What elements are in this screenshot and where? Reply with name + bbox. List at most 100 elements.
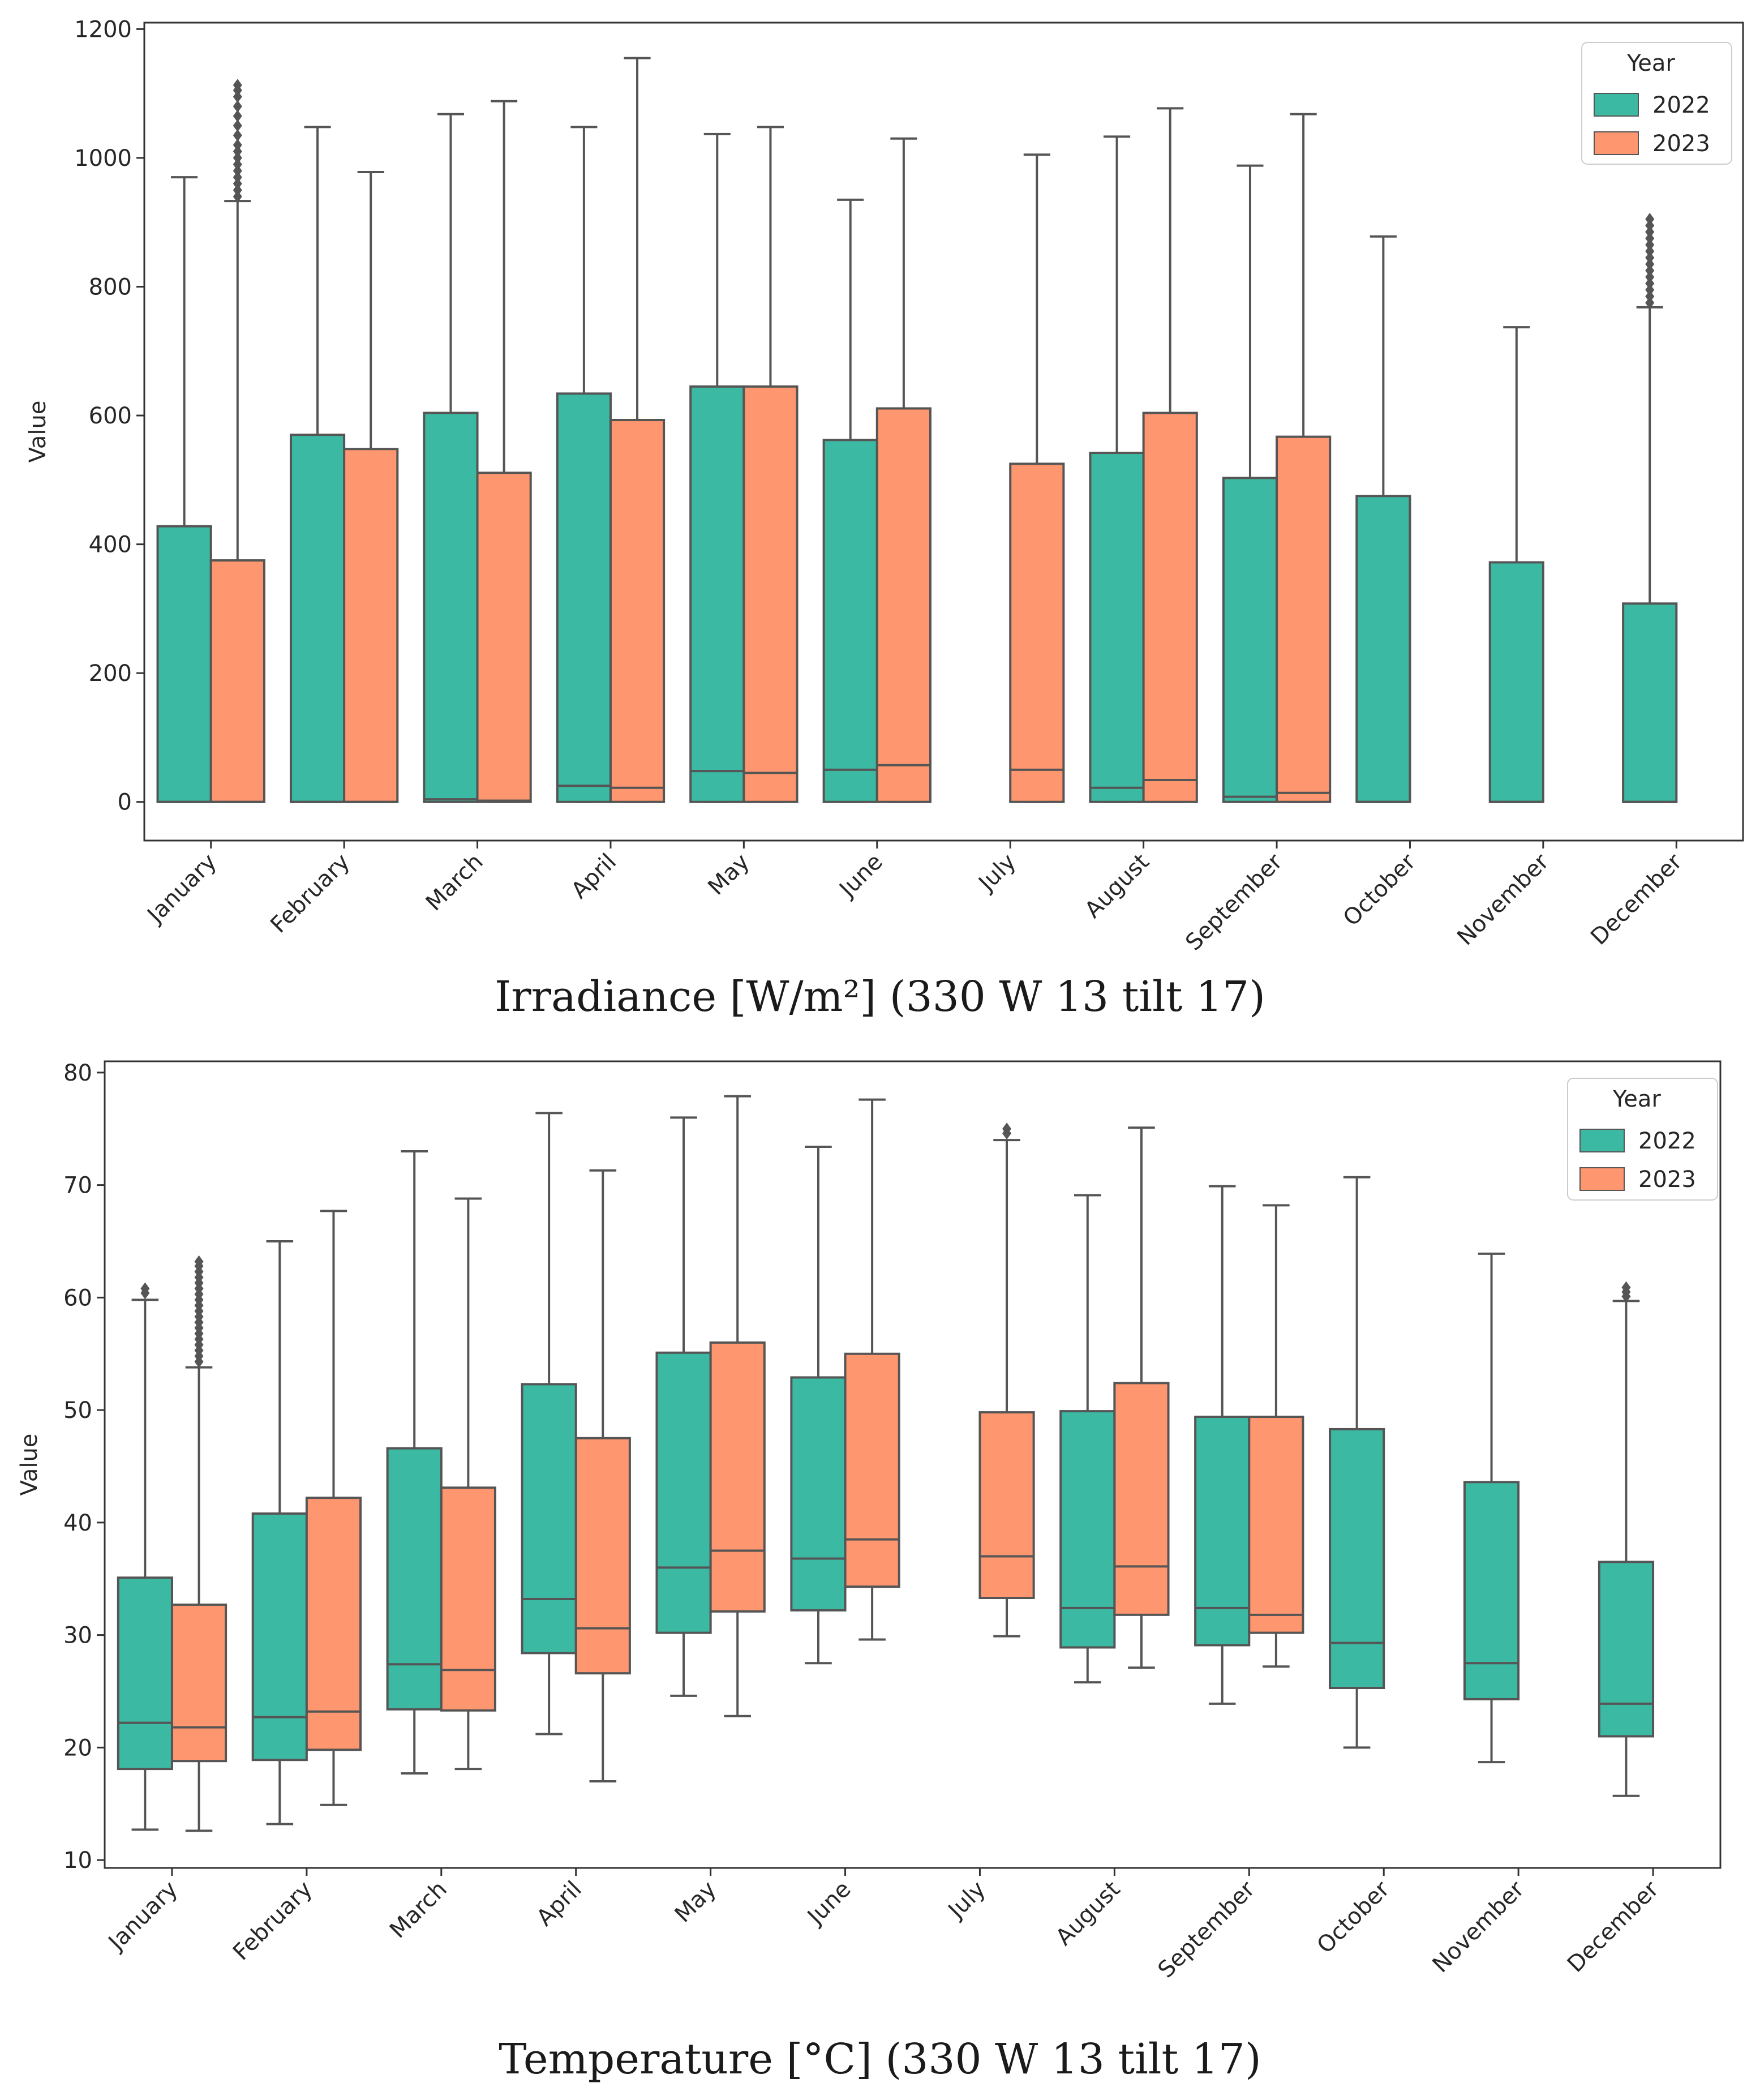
box-body [1598, 1561, 1655, 1738]
flier-point [1645, 238, 1655, 251]
irradiance-chart-title: Irradiance [W/m²] (330 W 13 tilt 17) [494, 972, 1266, 1021]
temperature-x-tick-label-november: November [1428, 1876, 1530, 1978]
irradiance-box-2023-april [609, 57, 666, 803]
temperature-y-tick-label: 60 [63, 1285, 92, 1311]
box-body [440, 1486, 496, 1712]
box-body [844, 1352, 900, 1588]
flier-point [1645, 296, 1655, 309]
box-body [1194, 1416, 1251, 1647]
irradiance-x-tick-label-november: November [1452, 848, 1554, 950]
box-body [609, 419, 666, 803]
box-body [1089, 452, 1145, 803]
box-body [1009, 462, 1065, 803]
irradiance-y-tick-label: 0 [118, 790, 132, 816]
irradiance-x-tick-label-june: June [834, 849, 888, 903]
flier-point [233, 151, 242, 164]
legend-label-2023: 2023 [1638, 1167, 1696, 1193]
temperature-x-tick-label-june: June [801, 1876, 856, 1931]
legend-swatch-2022 [1579, 1129, 1625, 1152]
temperature-x-tick-label-august: August [1051, 1876, 1126, 1951]
temperature-box-2023-january [170, 1255, 227, 1832]
box-body [1276, 435, 1332, 803]
temperature-x-tick-label-december: December [1562, 1876, 1664, 1978]
flier-point [1645, 225, 1655, 238]
temperature-box-2022-june [790, 1146, 847, 1665]
temperature-box-2022-october [1329, 1176, 1385, 1749]
temperature-box-2023-june [844, 1098, 900, 1641]
temperature-y-tick-label: 80 [63, 1060, 92, 1086]
flier-point [233, 79, 242, 92]
box-body [521, 1383, 577, 1655]
temperature-y-tick-label: 70 [63, 1173, 92, 1199]
irradiance-box-2022-june [822, 198, 878, 803]
temperature-plot-frame [104, 1060, 1722, 1869]
temperature-box-2022-march [386, 1150, 443, 1775]
irradiance-box-2022-may [689, 132, 745, 803]
irradiance-box-2023-june [875, 137, 931, 803]
flier-point [1645, 264, 1655, 277]
box-body [1113, 1382, 1170, 1616]
temperature-x-tick-label-july: July [942, 1876, 991, 1925]
box-body [742, 385, 799, 803]
box-body [1463, 1481, 1520, 1700]
temperature-box-2022-november [1463, 1252, 1520, 1764]
flier-point [233, 158, 242, 171]
temperature-box-2022-august [1059, 1194, 1116, 1684]
irradiance-box-2022-november [1488, 326, 1544, 803]
irradiance-plot-frame [143, 22, 1744, 842]
box-body [209, 559, 265, 803]
irradiance-x-tick-label-march: March [421, 849, 488, 916]
box-body [1222, 477, 1278, 803]
irradiance-box-2023-july [1009, 153, 1065, 803]
irradiance-box-2022-january [156, 176, 212, 803]
flier-point [1645, 277, 1655, 290]
irradiance-chart-block: 0 200 400 600 800 1000 1200 Value January Februar… [0, 0, 1760, 1021]
flier-point [1002, 1122, 1012, 1135]
flier-point [233, 119, 242, 132]
temperature-box-2022-may [655, 1116, 712, 1697]
box-body [476, 472, 532, 803]
flier-point [1645, 258, 1655, 271]
temperature-x-tick-label-february: February [228, 1876, 317, 1966]
irradiance-legend: Year 2022 2023 [1581, 42, 1732, 165]
irradiance-box-2023-february [343, 170, 399, 803]
legend-swatch-2022 [1594, 93, 1639, 117]
irradiance-y-axis-label: Value [25, 401, 51, 463]
temperature-box-2022-september [1194, 1185, 1251, 1705]
irradiance-y-tick-label: 1200 [74, 16, 132, 42]
irradiance-box-2023-january [209, 79, 265, 803]
temperature-x-tick-label-september: September [1153, 1876, 1260, 1983]
box-body [875, 407, 931, 803]
irradiance-x-tick-label-december: December [1586, 848, 1688, 950]
irradiance-y-tick-label: 800 [89, 274, 132, 300]
flier-point [233, 90, 242, 103]
irradiance-box-2022-september [1222, 164, 1278, 803]
temperature-x-tick-label-march: March [385, 1876, 452, 1944]
temperature-y-tick-label: 30 [63, 1623, 92, 1649]
temperature-y-tick-label: 10 [63, 1848, 92, 1874]
flier-point [1645, 251, 1655, 264]
flier-point [140, 1282, 150, 1295]
box-body [1248, 1416, 1304, 1634]
flier-point [233, 177, 242, 190]
irradiance-box-2023-september [1276, 113, 1332, 803]
box-body [1355, 495, 1411, 803]
irradiance-x-tick-label-january: January [141, 849, 222, 929]
box-body [156, 525, 212, 803]
irradiance-box-2023-may [742, 126, 799, 803]
flier-point [233, 190, 242, 203]
irradiance-box-2022-december [1622, 213, 1678, 803]
box-body [1488, 561, 1544, 803]
flier-point [233, 139, 242, 152]
flier-point [194, 1255, 204, 1268]
temperature-y-tick-label: 50 [63, 1398, 92, 1424]
legend-swatch-2023 [1579, 1167, 1625, 1191]
irradiance-box-2022-march [423, 113, 479, 803]
temperature-box-2022-january [117, 1282, 173, 1831]
flier-point [1645, 213, 1655, 226]
box-body [117, 1576, 173, 1771]
irradiance-x-tick-label-may: May [703, 849, 754, 901]
irradiance-y-tick-label: 1000 [74, 145, 132, 172]
temperature-chart: 10 20 30 40 50 60 70 80 Value January February Marc… [16, 1060, 1722, 1983]
box-body [709, 1341, 766, 1613]
